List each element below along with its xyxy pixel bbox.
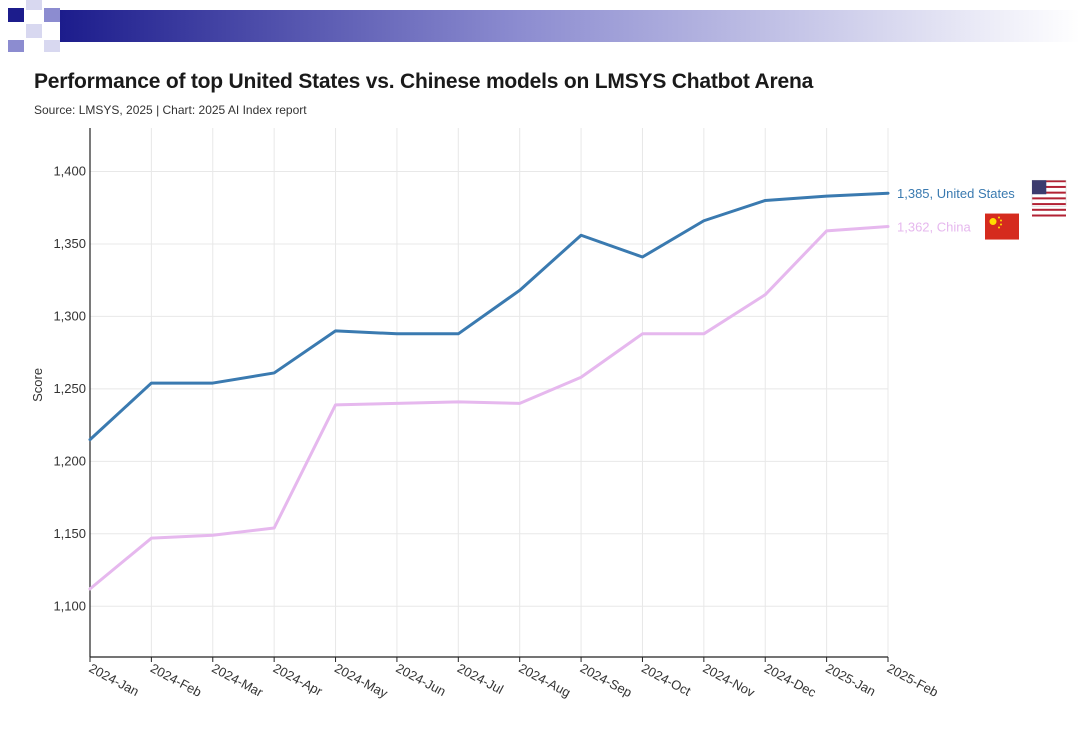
header-square bbox=[8, 8, 24, 22]
series-lines bbox=[88, 191, 890, 591]
series-line-united-states bbox=[88, 191, 890, 442]
chart-title: Performance of top United States vs. Chi… bbox=[34, 70, 814, 93]
y-tick-label: 1,200 bbox=[53, 453, 86, 468]
x-tick-label: 2024-Mar bbox=[209, 660, 266, 700]
x-tick-label: 2024-Oct bbox=[639, 660, 694, 699]
flag-star bbox=[1000, 219, 1002, 222]
header-square bbox=[26, 24, 42, 38]
flag-stripe bbox=[1032, 197, 1066, 200]
y-tick-labels: 1,100 1,150 1,200 1,250 1,300 1,350 1,400 bbox=[53, 163, 86, 613]
flag-star bbox=[1000, 223, 1002, 226]
header-square bbox=[44, 8, 60, 22]
x-tick-label: 2024-Jun bbox=[394, 660, 449, 699]
chart-subtitle: Source: LMSYS, 2025 | Chart: 2025 AI Ind… bbox=[34, 103, 307, 117]
header-square bbox=[26, 0, 42, 10]
flag-stripe bbox=[1032, 208, 1066, 211]
x-tick-label: 2025-Feb bbox=[885, 660, 941, 699]
flags bbox=[985, 179, 1067, 240]
flag-field bbox=[985, 213, 1019, 240]
flag-stripe bbox=[1032, 203, 1066, 206]
us-flag-icon bbox=[1031, 179, 1067, 217]
axes bbox=[89, 128, 889, 662]
x-tick-label: 2024-Apr bbox=[271, 660, 326, 699]
x-tick-label: 2025-Jan bbox=[823, 660, 878, 699]
flag-star bbox=[989, 218, 997, 226]
x-tick-label: 2024-May bbox=[332, 660, 391, 701]
x-tick-label: 2024-Nov bbox=[700, 660, 757, 700]
flag-stripe bbox=[1032, 180, 1066, 183]
y-tick-label: 1,150 bbox=[53, 526, 86, 541]
x-tick-label: 2024-Feb bbox=[148, 660, 204, 699]
slide-header-bar bbox=[8, 0, 1080, 52]
header-square bbox=[44, 40, 60, 52]
flag-canton bbox=[1032, 180, 1047, 195]
flag-stripe bbox=[1032, 191, 1066, 194]
x-tick-label: 2024-Jul bbox=[455, 660, 506, 697]
x-tick-label: 2024-Jan bbox=[87, 660, 142, 699]
header-square bbox=[8, 40, 24, 52]
flag-star bbox=[998, 226, 1000, 229]
x-tick-label: 2024-Aug bbox=[516, 660, 573, 700]
y-tick-label: 1,350 bbox=[53, 236, 86, 251]
x-tick-label: 2024-Sep bbox=[578, 660, 635, 700]
flag-star bbox=[998, 216, 1000, 219]
y-tick-label: 1,400 bbox=[53, 163, 86, 178]
y-axis-title: Score bbox=[30, 368, 45, 402]
y-tick-label: 1,300 bbox=[53, 308, 86, 323]
y-tick-label: 1,100 bbox=[53, 598, 86, 613]
end-labels: 1,385, United States 1,362, China bbox=[897, 186, 1015, 234]
series-line-china bbox=[88, 225, 890, 591]
y-tick-label: 1,250 bbox=[53, 381, 86, 396]
end-label-united-states: 1,385, United States bbox=[897, 186, 1015, 201]
x-tick-labels: 2024-Jan 2024-Feb 2024-Mar 2024-Apr 2024-May… bbox=[87, 660, 941, 701]
header-gradient-band bbox=[60, 10, 1080, 42]
flag-stripe bbox=[1032, 214, 1066, 217]
gridlines bbox=[90, 128, 889, 657]
china-flag-icon bbox=[985, 213, 1019, 240]
end-label-china: 1,362, China bbox=[897, 220, 971, 235]
flag-stripe bbox=[1032, 185, 1066, 188]
x-tick-label: 2024-Dec bbox=[762, 660, 819, 700]
